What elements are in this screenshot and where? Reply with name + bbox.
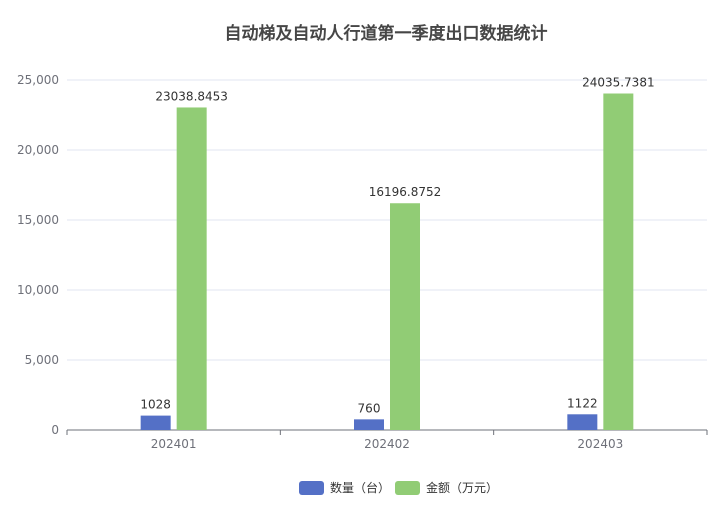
y-tick-label: 25,000: [17, 73, 59, 87]
x-tick-label: 202403: [577, 437, 623, 451]
bar[interactable]: [176, 107, 207, 430]
bar[interactable]: [354, 419, 384, 430]
y-tick-label: 15,000: [17, 213, 59, 227]
bar-value-label: 16196.8752: [369, 185, 442, 199]
bar-value-label: 24035.7381: [582, 75, 655, 89]
legend: 数量（台） 金额（万元）: [299, 480, 498, 495]
bars: [140, 93, 634, 430]
bar[interactable]: [390, 203, 420, 430]
legend-swatch: [395, 481, 420, 495]
legend-item[interactable]: 金额（万元）: [395, 480, 498, 495]
bar[interactable]: [140, 415, 171, 430]
bar-value-label: 1122: [567, 396, 598, 410]
bar[interactable]: [603, 93, 634, 430]
axes: 0 5,000 10,000 15,000 20,000 25,000 202401 2024…: [17, 73, 708, 451]
data-labels: 1028 760 1122 23038.8453 16196.8752 24035.738…: [140, 75, 654, 415]
legend-label: 金额（万元）: [426, 480, 498, 495]
bar-value-label: 23038.8453: [155, 89, 228, 103]
bar-value-label: 1028: [140, 398, 171, 412]
grid-lines: [67, 79, 707, 361]
y-tick-label: 10,000: [17, 283, 59, 297]
x-tick-label: 202402: [364, 437, 410, 451]
legend-item[interactable]: 数量（台）: [299, 480, 390, 495]
y-tick-label: 5,000: [25, 353, 59, 367]
legend-label: 数量（台）: [330, 480, 390, 495]
chart-title: 自动梯及自动人行道第一季度出口数据统计: [225, 23, 548, 44]
bar-value-label: 760: [358, 401, 381, 415]
legend-swatch: [299, 481, 324, 495]
y-tick-label: 20,000: [17, 143, 59, 157]
y-tick-label: 0: [51, 423, 59, 437]
bar[interactable]: [567, 414, 598, 430]
x-tick-label: 202401: [151, 437, 197, 451]
